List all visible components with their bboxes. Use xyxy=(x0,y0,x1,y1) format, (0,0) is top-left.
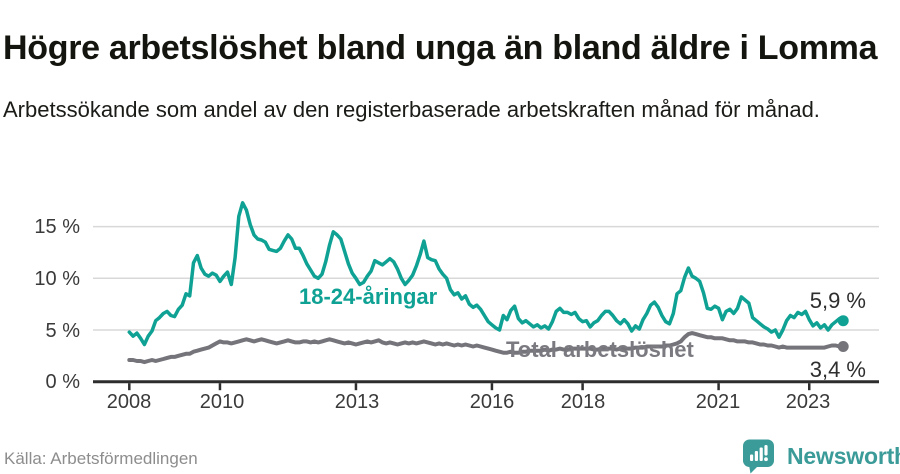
end-value-label-youth: 5,9 % xyxy=(809,288,866,313)
end-value-label-total: 3,4 % xyxy=(809,357,866,382)
x-axis-tick-2016: 2016 xyxy=(469,391,515,413)
y-axis-tick-15: 15 % xyxy=(34,216,80,238)
y-axis-tick-0: 0 % xyxy=(45,371,80,393)
newsworthy-logo: Newsworthy xyxy=(742,439,900,474)
series-end-dot-0 xyxy=(837,315,849,327)
y-axis-tick-10: 10 % xyxy=(34,268,80,290)
series-label-youth: 18-24-åringar xyxy=(299,284,438,309)
series-label-total: Total arbetslöshet xyxy=(506,337,694,362)
series-end-dot-1 xyxy=(837,341,849,352)
x-axis-tick-2013: 2013 xyxy=(334,391,380,413)
x-axis-tick-2018: 2018 xyxy=(560,391,606,413)
chart-subtitle: Arbetssökande som andel av den registerb… xyxy=(3,97,820,122)
x-axis-tick-2023: 2023 xyxy=(785,391,831,413)
series-line-0 xyxy=(127,201,845,347)
newsworthy-wordmark: Newsworthy xyxy=(787,443,900,469)
page-title: Högre arbetslöshet bland unga än bland ä… xyxy=(3,28,878,67)
source-attribution: Källa: Arbetsförmedlingen xyxy=(4,449,198,468)
x-axis-tick-2010: 2010 xyxy=(199,391,245,413)
x-axis-tick-2008: 2008 xyxy=(106,391,152,413)
series-line-1 xyxy=(127,331,846,365)
y-axis-tick-5: 5 % xyxy=(45,320,80,342)
newsworthy-speech-bubble-icon xyxy=(743,439,774,474)
x-axis-tick-2021: 2021 xyxy=(695,391,741,413)
